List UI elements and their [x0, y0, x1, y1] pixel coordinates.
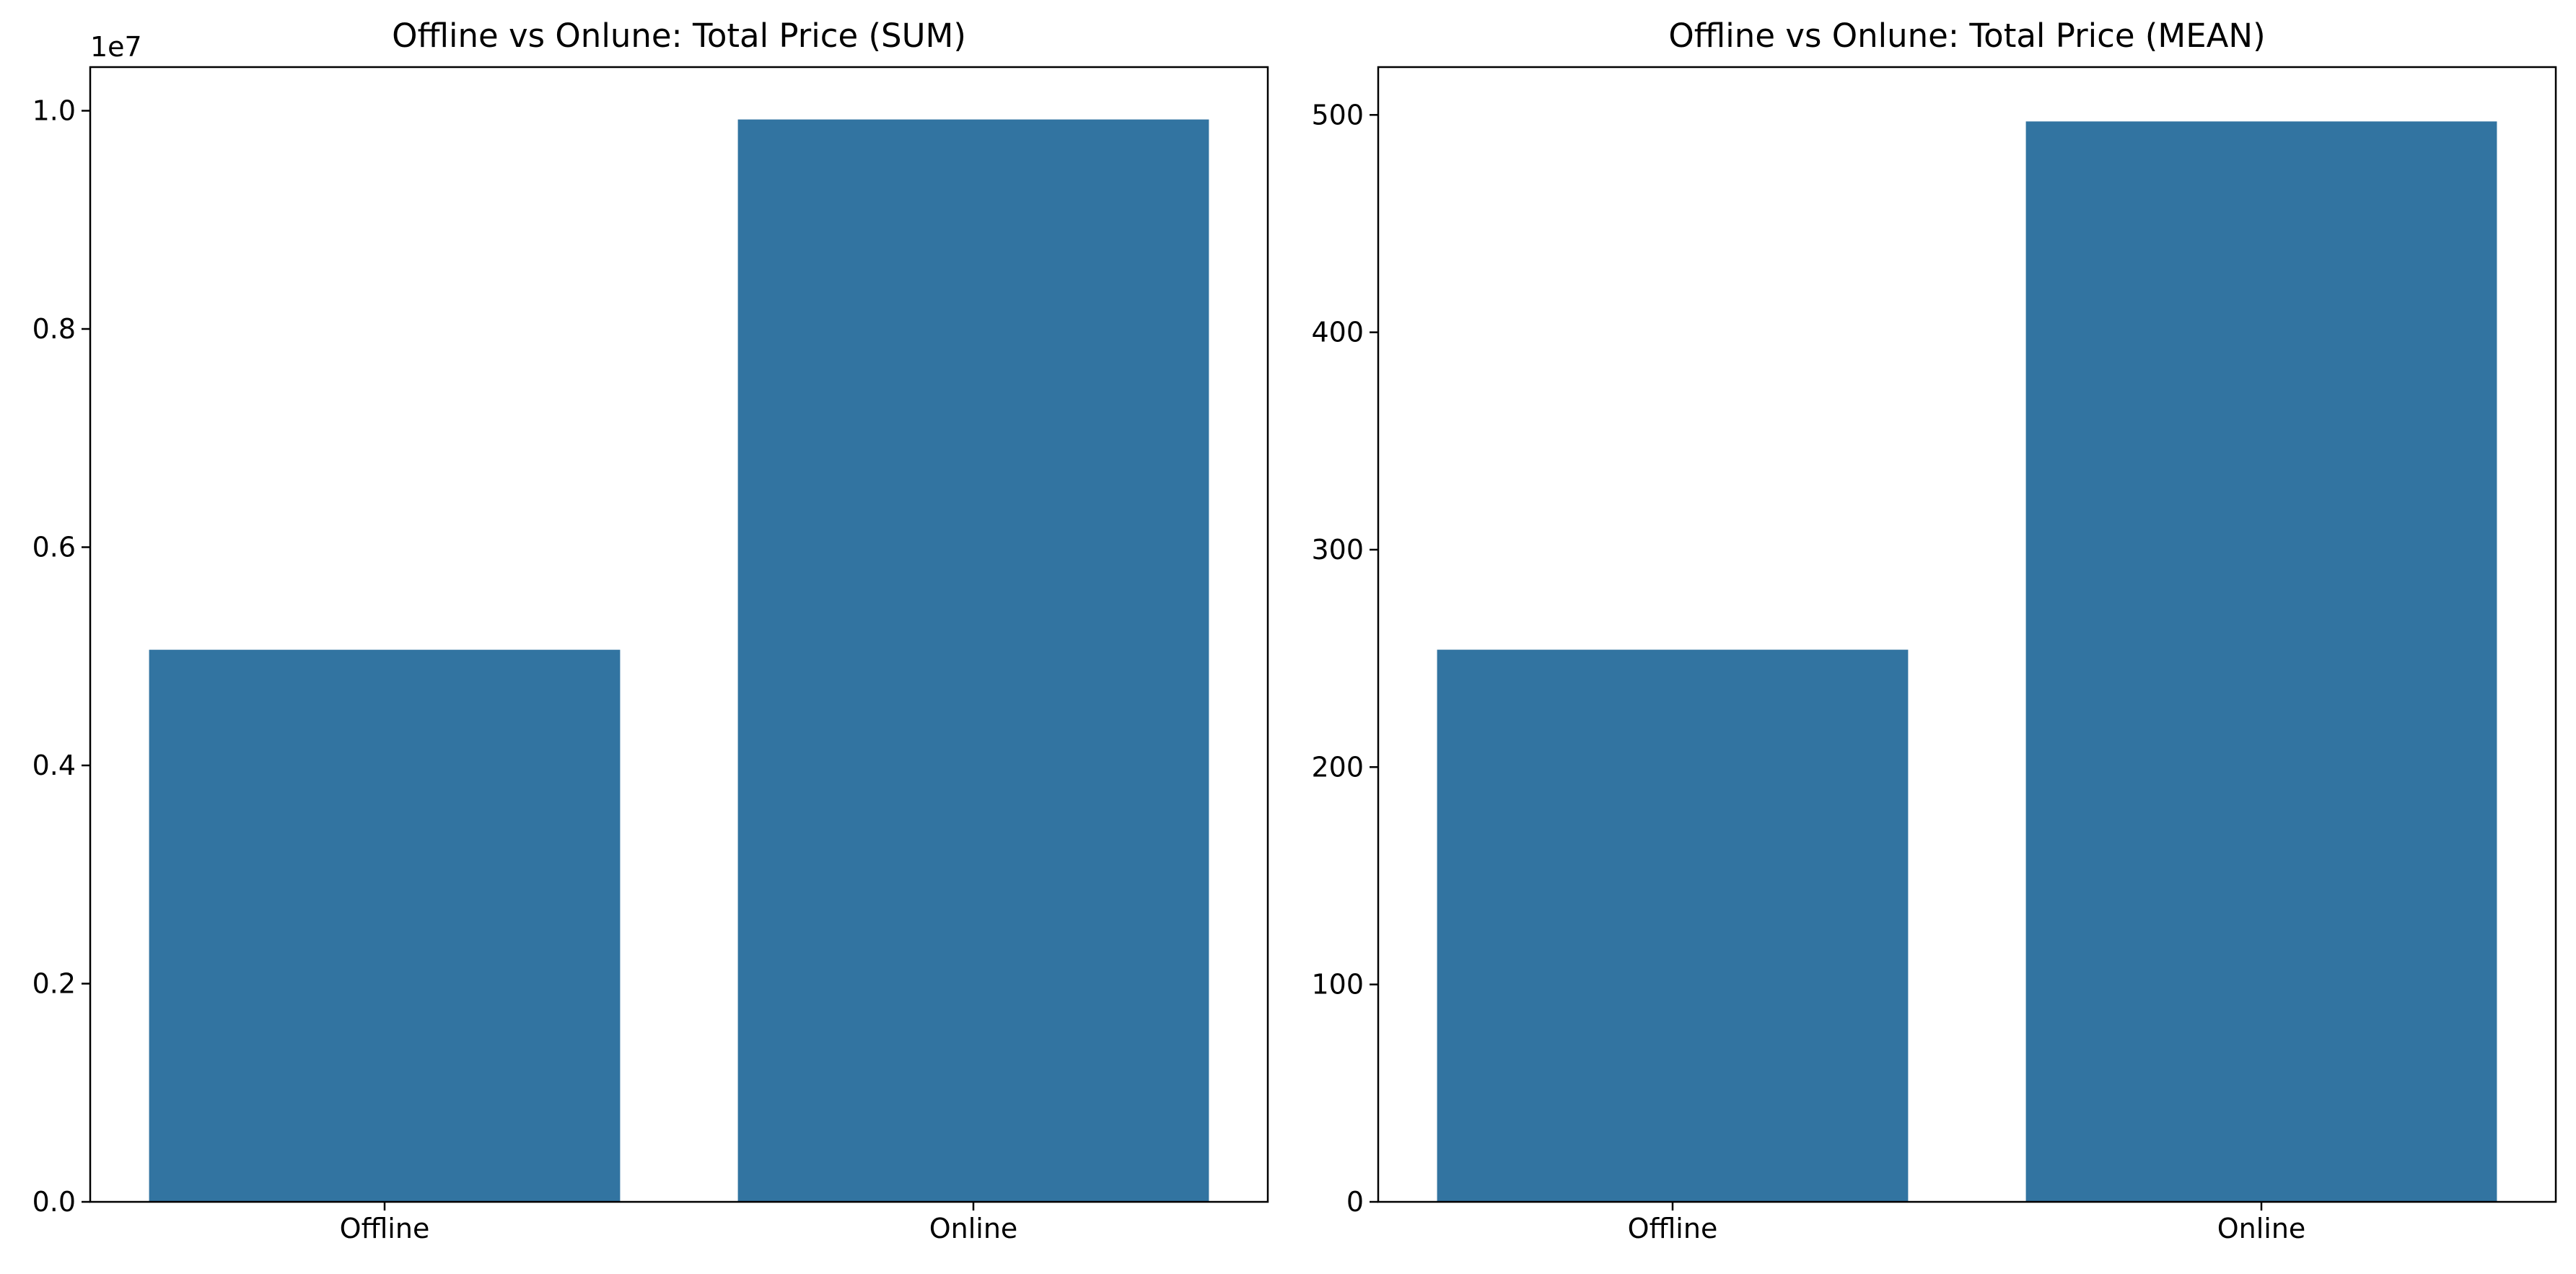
y-tick-label: 500 — [1311, 99, 1364, 131]
chart-title: Offline vs Onlune: Total Price (MEAN) — [1668, 17, 2265, 55]
y-tick-label: 0.8 — [32, 313, 76, 345]
bar-online — [737, 119, 1209, 1203]
x-tick-label: Online — [2217, 1213, 2306, 1244]
plot-area-frame — [89, 66, 1269, 1203]
y-tick-label: 0 — [1346, 1186, 1364, 1218]
y-axis-ticks: 0.0 0.2 0.4 0.6 0.8 1.0 — [32, 95, 90, 1218]
bars-group — [1437, 121, 2497, 1203]
x-axis-ticks: Offline Online — [340, 1202, 1018, 1244]
chart-mean: Offline vs Onlune: Total Price (MEAN) 0 1… — [1311, 17, 2557, 1244]
y-tick-label: 1.0 — [32, 95, 76, 127]
x-tick-label: Offline — [340, 1213, 430, 1244]
x-tick-label: Online — [929, 1213, 1018, 1244]
y-axis-ticks: 0 100 200 300 400 500 — [1311, 99, 1378, 1218]
chart-title: Offline vs Onlune: Total Price (SUM) — [392, 17, 966, 55]
bars-group — [149, 119, 1209, 1203]
x-tick-label: Offline — [1628, 1213, 1718, 1244]
y-tick-label: 200 — [1311, 751, 1364, 783]
bar-offline — [149, 649, 621, 1202]
y-offset-label: 1e7 — [90, 31, 142, 63]
plot-area-frame — [1377, 66, 2557, 1203]
chart-sum: Offline vs Onlune: Total Price (SUM) 1e7… — [32, 17, 1269, 1244]
y-tick-label: 0.0 — [32, 1186, 76, 1218]
y-tick-label: 300 — [1311, 534, 1364, 566]
x-axis-ticks: Offline Online — [1628, 1202, 2306, 1244]
y-tick-label: 100 — [1311, 969, 1364, 1001]
bar-offline — [1437, 649, 1909, 1202]
y-tick-label: 0.4 — [32, 750, 76, 781]
y-tick-label: 400 — [1311, 317, 1364, 348]
bar-online — [2025, 121, 2497, 1203]
y-tick-label: 0.2 — [32, 968, 76, 1000]
y-tick-label: 0.6 — [32, 532, 76, 563]
